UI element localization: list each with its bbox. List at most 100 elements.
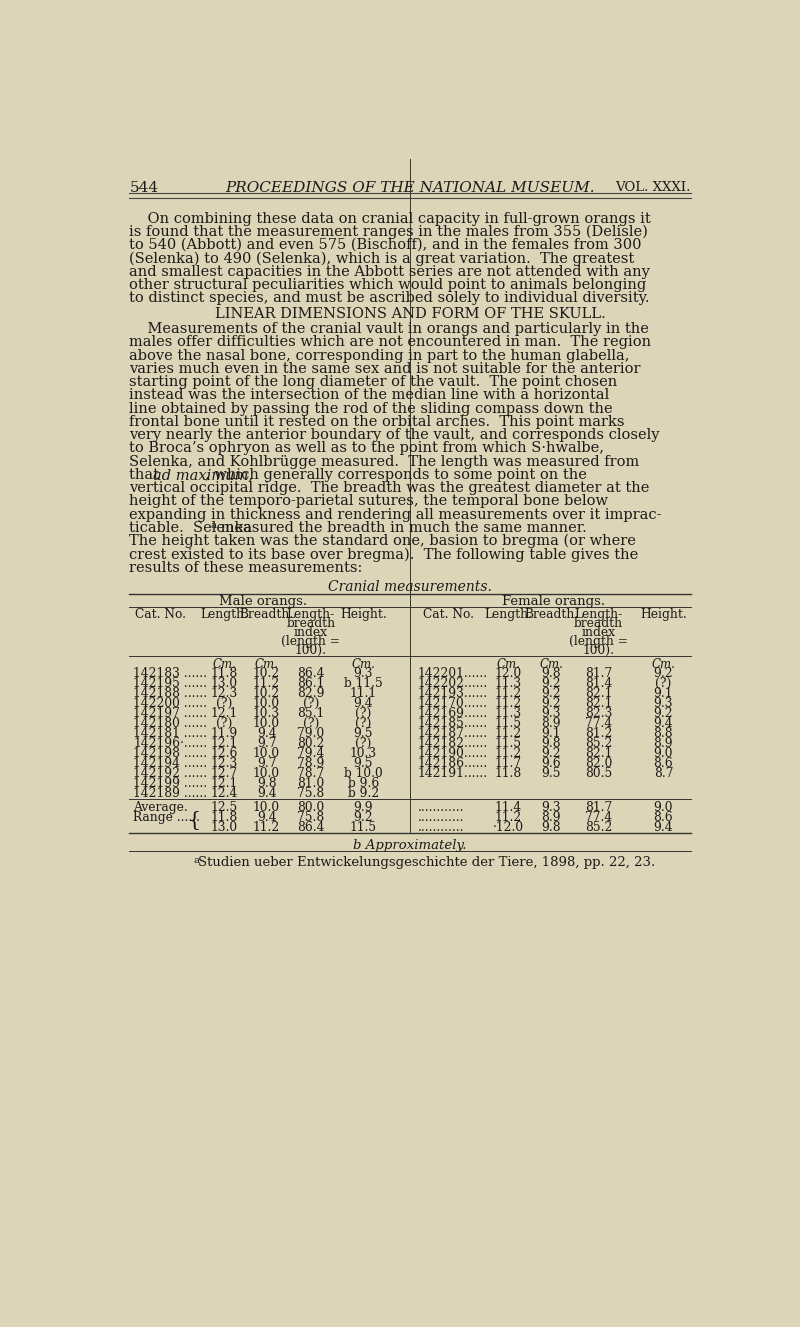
Text: 75.8: 75.8	[297, 787, 325, 800]
Text: index: index	[582, 626, 615, 640]
Text: 9.5: 9.5	[542, 767, 561, 780]
Text: 82.1: 82.1	[585, 687, 612, 701]
Text: 11.3: 11.3	[495, 707, 522, 721]
Text: 142189 ......: 142189 ......	[134, 787, 207, 800]
Text: LINEAR DIMENSIONS AND FORM OF THE SKULL.: LINEAR DIMENSIONS AND FORM OF THE SKULL.	[214, 308, 606, 321]
Text: 142183 ......: 142183 ......	[134, 667, 207, 681]
Text: (?): (?)	[216, 718, 232, 730]
Text: 12.3: 12.3	[210, 687, 238, 701]
Text: Cm.: Cm.	[539, 658, 563, 671]
Text: (Selenka) to 490 (Selenka), which is a great variation.  The greatest: (Selenka) to 490 (Selenka), which is a g…	[130, 251, 634, 265]
Text: and smallest capacities in the Abbott series are not attended with any: and smallest capacities in the Abbott se…	[130, 264, 650, 279]
Text: 9.2: 9.2	[354, 811, 374, 824]
Text: Length.: Length.	[485, 609, 533, 621]
Text: 13.0: 13.0	[210, 677, 238, 690]
Text: 12.1: 12.1	[210, 778, 238, 791]
Text: Length-: Length-	[574, 609, 622, 621]
Text: VOL. XXXI.: VOL. XXXI.	[615, 180, 690, 194]
Text: 11.8: 11.8	[210, 667, 238, 681]
Text: 142197 ......: 142197 ......	[134, 707, 207, 721]
Text: results of these measurements:: results of these measurements:	[130, 560, 363, 575]
Text: starting point of the long diameter of the vault.  The point chosen: starting point of the long diameter of t…	[130, 376, 618, 389]
Text: Average.: Average.	[134, 802, 188, 815]
Text: (?): (?)	[355, 738, 372, 751]
Text: 10.3: 10.3	[253, 707, 280, 721]
Text: Cm.: Cm.	[351, 658, 375, 671]
Text: (?): (?)	[355, 718, 372, 730]
Text: 9.2: 9.2	[542, 687, 561, 701]
Text: (?): (?)	[655, 677, 672, 690]
Text: very nearly the anterior boundary of the vault, and corresponds closely: very nearly the anterior boundary of the…	[130, 429, 660, 442]
Text: to 540 (Abbott) and even 575 (Bischoff), and in the females from 300: to 540 (Abbott) and even 575 (Bischoff),…	[130, 238, 642, 252]
Text: 9.5: 9.5	[354, 727, 374, 740]
Text: 86.1: 86.1	[297, 677, 325, 690]
Text: Height.: Height.	[640, 609, 687, 621]
Text: ad maximum,: ad maximum,	[154, 468, 254, 482]
Text: 77.4: 77.4	[585, 718, 612, 730]
Text: 142198 ......: 142198 ......	[134, 747, 207, 760]
Text: 10.3: 10.3	[350, 747, 377, 760]
Text: index: index	[294, 626, 328, 640]
Text: Breadth.: Breadth.	[524, 609, 578, 621]
Text: crest existed to its base over bregma).  The following table gives the: crest existed to its base over bregma). …	[130, 547, 638, 561]
Text: 9.2: 9.2	[542, 677, 561, 690]
Text: 142186......: 142186......	[418, 758, 488, 771]
Text: 142181 ......: 142181 ......	[134, 727, 207, 740]
Text: 9.8: 9.8	[542, 738, 561, 751]
Text: 9.2: 9.2	[654, 707, 674, 721]
Text: (length =: (length =	[282, 636, 340, 648]
Text: 12.5: 12.5	[210, 802, 238, 815]
Text: 82.1: 82.1	[585, 698, 612, 710]
Text: 11.9: 11.9	[210, 727, 238, 740]
Text: 8.7: 8.7	[654, 767, 673, 780]
Text: (length =: (length =	[569, 636, 628, 648]
Text: ............: ............	[418, 821, 464, 835]
Text: measured the breadth in much the same manner.: measured the breadth in much the same ma…	[216, 520, 587, 535]
Text: 9.8: 9.8	[257, 778, 277, 791]
Text: 11.2: 11.2	[494, 687, 522, 701]
Text: 11.3: 11.3	[495, 677, 522, 690]
Text: 11.2: 11.2	[253, 821, 280, 835]
Text: 82.0: 82.0	[585, 758, 612, 771]
Text: 11.2: 11.2	[494, 727, 522, 740]
Text: to distinct species, and must be ascribed solely to individual diversity.: to distinct species, and must be ascribe…	[130, 291, 650, 305]
Text: 11.1: 11.1	[350, 687, 377, 701]
Text: 9.5: 9.5	[354, 758, 374, 771]
Text: (?): (?)	[302, 718, 319, 730]
Text: 9.2: 9.2	[542, 747, 561, 760]
Text: 78.9: 78.9	[297, 758, 325, 771]
Text: Length.: Length.	[200, 609, 248, 621]
Text: varies much even in the same sex and is not suitable for the anterior: varies much even in the same sex and is …	[130, 362, 641, 376]
Text: 11.2: 11.2	[253, 677, 280, 690]
Text: expanding in thickness and rendering all measurements over it imprac-: expanding in thickness and rendering all…	[130, 508, 662, 522]
Text: 142170......: 142170......	[418, 698, 488, 710]
Text: 9.1: 9.1	[542, 727, 561, 740]
Text: height of the temporo-parietal sutures, the temporal bone below: height of the temporo-parietal sutures, …	[130, 495, 609, 508]
Text: 9.8: 9.8	[542, 667, 561, 681]
Text: 11.2: 11.2	[494, 747, 522, 760]
Text: 11.8: 11.8	[494, 767, 522, 780]
Text: Height.: Height.	[340, 609, 387, 621]
Text: 142194 ......: 142194 ......	[134, 758, 207, 771]
Text: 142201......: 142201......	[418, 667, 488, 681]
Text: Studien ueber Entwickelungsgeschichte der Tiere, 1898, pp. 22, 23.: Studien ueber Entwickelungsgeschichte de…	[198, 856, 656, 869]
Text: 9.7: 9.7	[257, 738, 276, 751]
Text: Measurements of the cranial vault in orangs and particularly in the: Measurements of the cranial vault in ora…	[130, 322, 650, 336]
Text: On combining these data on cranial capacity in full-grown orangs it: On combining these data on cranial capac…	[130, 211, 651, 226]
Text: ............: ............	[418, 811, 464, 824]
Text: 9.1: 9.1	[654, 687, 673, 701]
Text: Cm.: Cm.	[497, 658, 520, 671]
Text: 142190......: 142190......	[418, 747, 488, 760]
Text: 81.0: 81.0	[297, 778, 325, 791]
Text: Selenka, and Kohlbrügge measured.  The length was measured from: Selenka, and Kohlbrügge measured. The le…	[130, 455, 640, 468]
Text: 81.4: 81.4	[585, 677, 612, 690]
Text: 9.6: 9.6	[542, 758, 561, 771]
Text: 9.4: 9.4	[257, 811, 277, 824]
Text: a: a	[193, 856, 199, 865]
Text: 85.2: 85.2	[585, 821, 612, 835]
Text: Female orangs.: Female orangs.	[502, 596, 605, 608]
Text: 10.2: 10.2	[253, 687, 280, 701]
Text: 80.2: 80.2	[297, 738, 325, 751]
Text: 9.4: 9.4	[654, 718, 674, 730]
Text: line obtained by passing the rod of the sliding compass down the: line obtained by passing the rod of the …	[130, 402, 613, 415]
